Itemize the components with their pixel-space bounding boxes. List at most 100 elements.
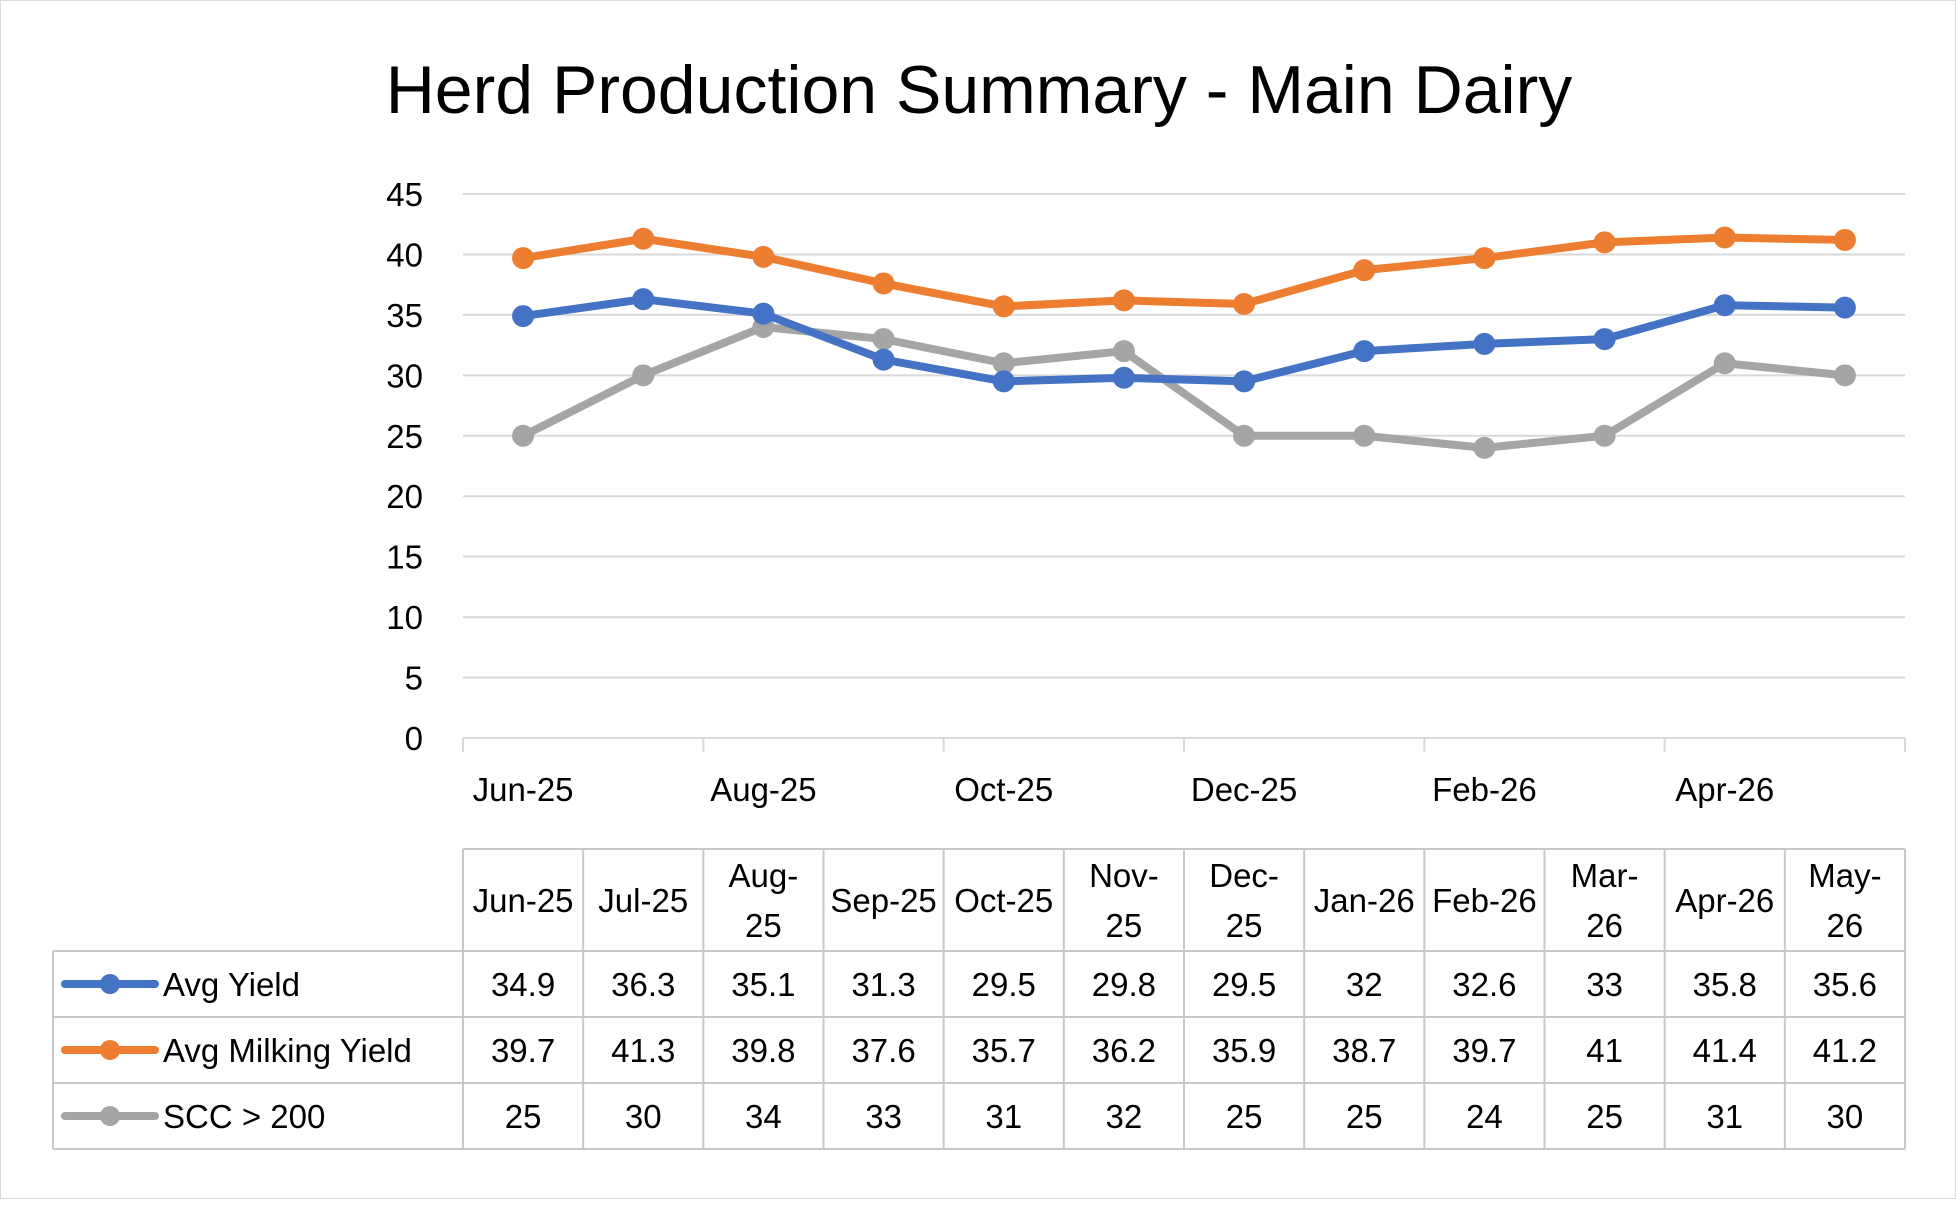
data-point xyxy=(1473,247,1496,270)
table-header-cell: May- xyxy=(1808,857,1881,894)
y-tick-label: 15 xyxy=(386,539,423,576)
table-header-cell: 25 xyxy=(745,907,782,944)
data-point xyxy=(1713,226,1736,249)
table-value-cell: 41.3 xyxy=(611,1032,675,1069)
data-point xyxy=(872,348,895,371)
y-tick-label: 40 xyxy=(386,236,423,273)
data-point xyxy=(752,302,775,325)
table-header-cell: 25 xyxy=(1226,907,1263,944)
table-value-cell: 41.2 xyxy=(1813,1032,1877,1069)
series-line-avg-yield xyxy=(519,295,1849,386)
table-value-cell: 39.8 xyxy=(731,1032,795,1069)
series-line-scc-200 xyxy=(519,322,1849,452)
data-point xyxy=(1833,228,1856,251)
table-value-cell: 31 xyxy=(985,1098,1022,1135)
data-point xyxy=(872,272,895,295)
data-point xyxy=(1112,366,1135,389)
table-value-cell: 39.7 xyxy=(1452,1032,1516,1069)
data-point xyxy=(1112,340,1135,363)
table-value-cell: 31 xyxy=(1706,1098,1743,1135)
table-header-cell: Dec- xyxy=(1209,857,1279,894)
table-value-cell: 33 xyxy=(865,1098,902,1135)
table-value-cell: 31.3 xyxy=(851,966,915,1003)
table-value-cell: 35.7 xyxy=(972,1032,1036,1069)
data-point xyxy=(1593,231,1616,254)
data-point xyxy=(632,288,655,311)
data-point xyxy=(512,247,535,270)
table-value-cell: 35.6 xyxy=(1813,966,1877,1003)
table-value-cell: 36.2 xyxy=(1092,1032,1156,1069)
table-header-cell: Aug- xyxy=(729,857,799,894)
table-header-cell: 26 xyxy=(1827,907,1864,944)
x-tick-label: Apr-26 xyxy=(1675,771,1774,808)
data-point xyxy=(1833,364,1856,387)
y-tick-label: 35 xyxy=(386,297,423,334)
data-point xyxy=(632,227,655,250)
data-point xyxy=(1473,436,1496,459)
table-header-cell: Mar- xyxy=(1571,857,1639,894)
data-point xyxy=(1233,370,1256,393)
table-value-cell: 34 xyxy=(745,1098,782,1135)
table-value-cell: 35.8 xyxy=(1693,966,1757,1003)
table-header-cell: 25 xyxy=(1106,907,1143,944)
table-value-cell: 37.6 xyxy=(851,1032,915,1069)
y-tick-label: 20 xyxy=(386,478,423,515)
y-tick-label: 0 xyxy=(405,720,423,757)
table-value-cell: 41.4 xyxy=(1693,1032,1757,1069)
data-point xyxy=(1833,296,1856,319)
data-point xyxy=(512,424,535,447)
table-value-cell: 32.6 xyxy=(1452,966,1516,1003)
y-tick-label: 45 xyxy=(386,176,423,213)
legend-series-label: Avg Yield xyxy=(163,966,300,1003)
data-point xyxy=(992,295,1015,318)
data-point xyxy=(992,370,1015,393)
table-header-cell: Jul-25 xyxy=(598,882,688,919)
table-value-cell: 41 xyxy=(1586,1032,1623,1069)
data-point xyxy=(1233,293,1256,316)
table-header-cell: Apr-26 xyxy=(1675,882,1774,919)
table-value-cell: 38.7 xyxy=(1332,1032,1396,1069)
y-tick-label: 10 xyxy=(386,599,423,636)
table-value-cell: 29.8 xyxy=(1092,966,1156,1003)
data-point xyxy=(1473,332,1496,355)
legend-series-label: SCC > 200 xyxy=(163,1098,325,1135)
data-point xyxy=(1233,424,1256,447)
table-header-cell: Oct-25 xyxy=(954,882,1053,919)
table-header-cell: Nov- xyxy=(1089,857,1159,894)
x-tick-label: Oct-25 xyxy=(954,771,1053,808)
data-point xyxy=(992,352,1015,375)
table-value-cell: 29.5 xyxy=(972,966,1036,1003)
table-value-cell: 29.5 xyxy=(1212,966,1276,1003)
chart-title: Herd Production Summary - Main Dairy xyxy=(386,52,1573,128)
data-point xyxy=(1353,340,1376,363)
table-value-cell: 39.7 xyxy=(491,1032,555,1069)
table-header-cell: Jan-26 xyxy=(1314,882,1415,919)
table-header-cell: Jun-25 xyxy=(473,882,574,919)
table-value-cell: 24 xyxy=(1466,1098,1503,1135)
table-value-cell: 30 xyxy=(1827,1098,1864,1135)
table-header-cell: Feb-26 xyxy=(1432,882,1537,919)
y-tick-label: 30 xyxy=(386,357,423,394)
table-value-cell: 25 xyxy=(505,1098,542,1135)
y-tick-label: 5 xyxy=(405,660,423,697)
x-tick-label: Dec-25 xyxy=(1191,771,1297,808)
table-value-cell: 35.9 xyxy=(1212,1032,1276,1069)
table-value-cell: 25 xyxy=(1346,1098,1383,1135)
data-point xyxy=(1593,328,1616,351)
data-point xyxy=(512,305,535,328)
data-point xyxy=(752,245,775,268)
data-point xyxy=(1713,352,1736,375)
table-value-cell: 36.3 xyxy=(611,966,675,1003)
y-tick-label: 25 xyxy=(386,418,423,455)
legend-key-marker xyxy=(100,974,120,994)
x-tick-label: Feb-26 xyxy=(1432,771,1537,808)
table-value-cell: 34.9 xyxy=(491,966,555,1003)
table-value-cell: 32 xyxy=(1346,966,1383,1003)
table-value-cell: 25 xyxy=(1586,1098,1623,1135)
data-point xyxy=(1112,289,1135,312)
table-value-cell: 35.1 xyxy=(731,966,795,1003)
table-value-cell: 25 xyxy=(1226,1098,1263,1135)
series-line-avg-milking-yield xyxy=(519,233,1849,311)
